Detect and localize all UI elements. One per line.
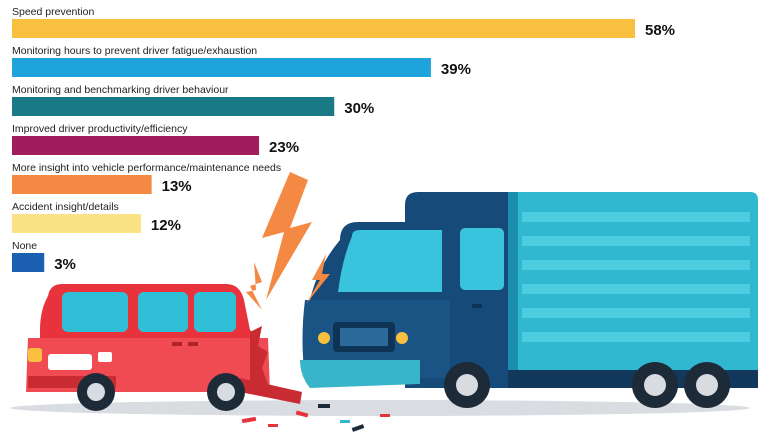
bar — [12, 175, 152, 194]
value-label: 12% — [151, 217, 181, 234]
value-label: 58% — [645, 22, 675, 39]
category-label: None — [12, 240, 37, 252]
value-label: 13% — [162, 178, 192, 195]
bar — [12, 214, 141, 233]
category-label: Improved driver productivity/efficiency — [12, 123, 188, 135]
value-label: 30% — [344, 100, 374, 117]
category-label: Speed prevention — [12, 6, 94, 18]
bar — [12, 97, 335, 116]
value-label: 23% — [269, 139, 299, 156]
blue-truck-icon — [300, 192, 758, 408]
bar — [12, 58, 431, 77]
bar — [12, 136, 260, 155]
category-label: Monitoring hours to prevent driver fatig… — [12, 45, 257, 57]
bar — [12, 19, 635, 38]
value-label: 3% — [54, 256, 76, 273]
bars-group: Speed prevention 58% Monitoring hours to p… — [12, 6, 675, 273]
category-label: More insight into vehicle performance/ma… — [12, 162, 281, 174]
value-label: 39% — [441, 61, 471, 78]
debris-icon — [241, 404, 390, 432]
category-label: Monitoring and benchmarking driver behav… — [12, 84, 229, 96]
lightning-bolt-icon — [246, 172, 330, 310]
crash-illustration — [10, 172, 758, 432]
bar — [12, 253, 45, 272]
red-car-icon — [26, 284, 302, 411]
road-shadow — [10, 400, 750, 416]
category-label: Accident insight/details — [12, 201, 119, 213]
